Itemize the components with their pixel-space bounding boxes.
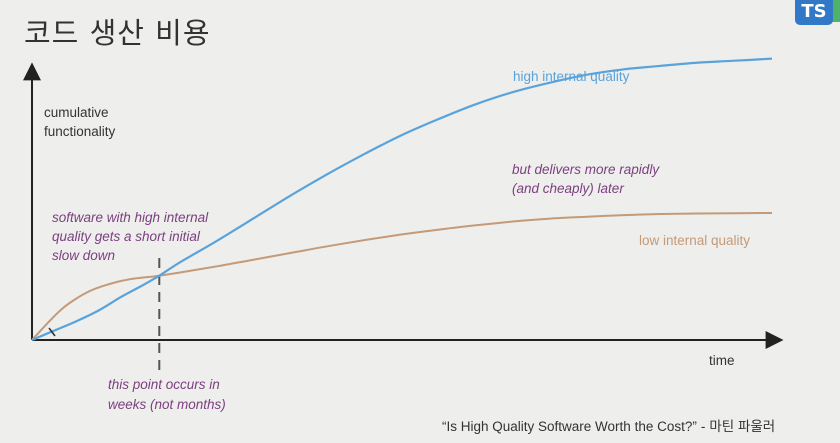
ts-logo-text: TS [795,0,833,25]
annotation-rapid-line-2: (and cheaply) later [512,181,624,196]
annotation-slowdown-line-2: quality gets a short initial [52,229,201,244]
annotation-slowdown-line-3: slow down [52,248,115,263]
citation-author: 마틴 파울러 [709,419,776,434]
annotation-point-line-2: weeks (not months) [108,397,226,412]
x-axis-label: time [709,353,735,368]
annotation-rapid-line-1: but delivers more rapidly [512,162,660,177]
series-label-high: high internal quality [513,69,630,84]
series-line-high-internal-quality [31,57,773,342]
citation: “Is High Quality Software Worth the Cost… [442,415,775,435]
slowdown-pointer [48,327,56,337]
series-label-low: low internal quality [639,233,750,248]
ts-logo-icon: TS [795,0,840,26]
slide-title: 코드 생산 비용 [24,16,211,50]
annotation-point-line-1: this point occurs in [108,377,220,392]
y-axis-label-line-1: cumulative [44,105,109,120]
series-line-low-internal-quality [31,212,773,341]
y-axis-label-line-2: functionality [44,124,116,139]
citation-separator: - [700,419,706,434]
annotation-slowdown-line-1: software with high internal [52,210,209,225]
citation-quote: “Is High Quality Software Worth the Cost… [442,419,697,434]
